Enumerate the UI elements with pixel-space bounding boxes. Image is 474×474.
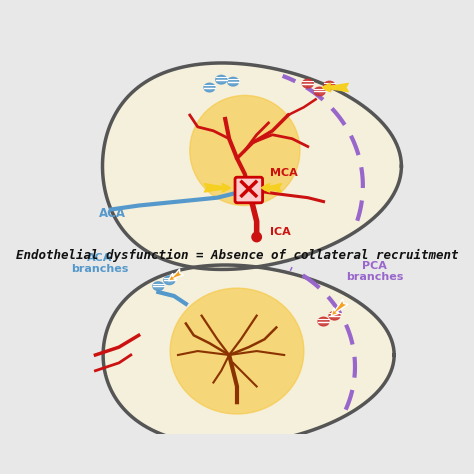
FancyBboxPatch shape: [235, 177, 263, 203]
Ellipse shape: [216, 75, 227, 84]
Ellipse shape: [153, 282, 164, 291]
Text: MCA: MCA: [271, 168, 298, 178]
Ellipse shape: [318, 317, 329, 326]
Text: ICA: ICA: [271, 227, 291, 237]
Polygon shape: [103, 265, 394, 445]
Ellipse shape: [190, 95, 300, 206]
Text: ACA
branches: ACA branches: [71, 253, 128, 274]
Circle shape: [252, 232, 261, 242]
Text: PCA
branches: PCA branches: [346, 261, 403, 282]
Ellipse shape: [204, 83, 215, 92]
Ellipse shape: [314, 87, 325, 96]
Polygon shape: [102, 63, 401, 269]
Ellipse shape: [329, 311, 340, 320]
Text: Endothelial dysfunction = Absence of collateral recruitment: Endothelial dysfunction = Absence of col…: [16, 249, 458, 263]
Ellipse shape: [228, 77, 238, 86]
Text: ACA: ACA: [100, 207, 127, 220]
Ellipse shape: [302, 79, 313, 88]
Ellipse shape: [324, 81, 335, 90]
Ellipse shape: [170, 288, 304, 414]
Ellipse shape: [164, 276, 175, 284]
